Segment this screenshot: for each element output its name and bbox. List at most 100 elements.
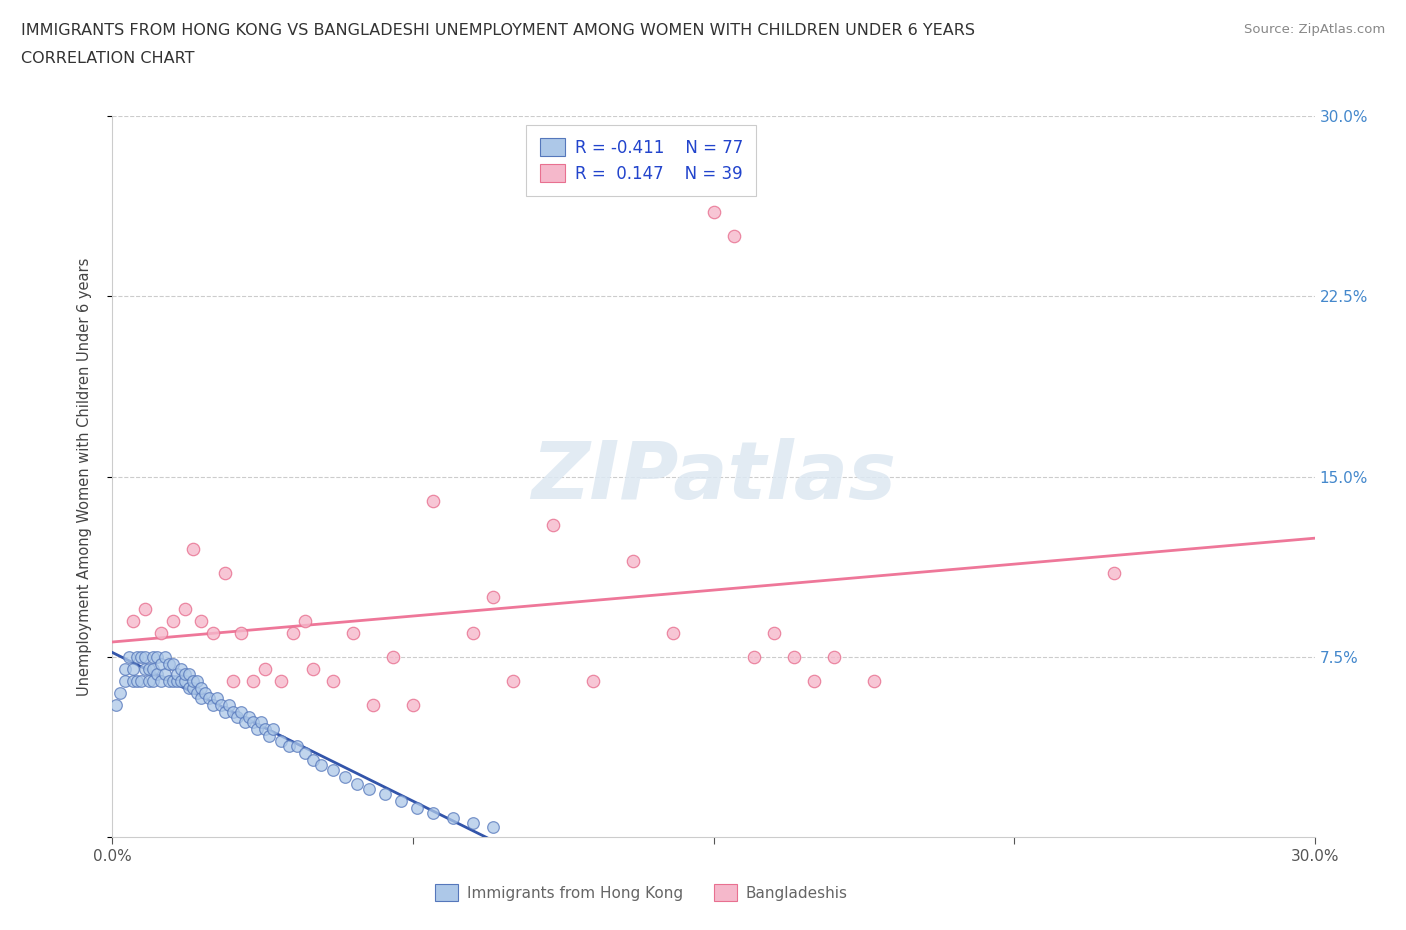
Point bbox=[342, 625, 364, 640]
Point bbox=[863, 673, 886, 688]
Point bbox=[173, 666, 195, 681]
Point bbox=[281, 625, 304, 640]
Point bbox=[134, 661, 156, 676]
Point bbox=[662, 625, 685, 640]
Point bbox=[173, 673, 195, 688]
Point bbox=[277, 738, 299, 753]
Point bbox=[205, 690, 228, 705]
Point bbox=[134, 649, 156, 664]
Point bbox=[222, 673, 245, 688]
Point bbox=[177, 681, 200, 696]
Point bbox=[145, 666, 167, 681]
Point bbox=[406, 801, 429, 816]
Point bbox=[322, 673, 344, 688]
Point bbox=[129, 649, 152, 664]
Text: Source: ZipAtlas.com: Source: ZipAtlas.com bbox=[1244, 23, 1385, 36]
Point bbox=[294, 746, 316, 761]
Point bbox=[242, 673, 264, 688]
Point bbox=[121, 614, 143, 629]
Point bbox=[145, 649, 167, 664]
Point bbox=[114, 673, 136, 688]
Point bbox=[162, 673, 184, 688]
Point bbox=[233, 714, 256, 729]
Point bbox=[121, 661, 143, 676]
Point bbox=[125, 673, 148, 688]
Point bbox=[149, 657, 172, 671]
Point bbox=[129, 673, 152, 688]
Point bbox=[482, 820, 505, 835]
Point bbox=[309, 757, 332, 772]
Text: ZIPatlas: ZIPatlas bbox=[531, 438, 896, 515]
Point bbox=[422, 493, 444, 508]
Point bbox=[153, 666, 176, 681]
Text: IMMIGRANTS FROM HONG KONG VS BANGLADESHI UNEMPLOYMENT AMONG WOMEN WITH CHILDREN : IMMIGRANTS FROM HONG KONG VS BANGLADESHI… bbox=[21, 23, 976, 38]
Point bbox=[803, 673, 825, 688]
Point bbox=[249, 714, 271, 729]
Point bbox=[257, 729, 280, 744]
Point bbox=[186, 685, 208, 700]
Point bbox=[125, 649, 148, 664]
Point bbox=[138, 661, 160, 676]
Point bbox=[762, 625, 785, 640]
Point bbox=[285, 738, 308, 753]
Point bbox=[186, 673, 208, 688]
Point bbox=[246, 722, 269, 737]
Point bbox=[110, 685, 132, 700]
Point bbox=[190, 690, 212, 705]
Point bbox=[114, 661, 136, 676]
Point bbox=[402, 698, 425, 712]
Point bbox=[782, 649, 804, 664]
Point bbox=[389, 793, 412, 808]
Point bbox=[333, 769, 356, 784]
Text: CORRELATION CHART: CORRELATION CHART bbox=[21, 51, 194, 66]
Point bbox=[270, 734, 292, 749]
Point bbox=[117, 649, 139, 664]
Point bbox=[742, 649, 765, 664]
Point bbox=[149, 625, 172, 640]
Point bbox=[166, 666, 188, 681]
Point bbox=[502, 673, 524, 688]
Point bbox=[141, 661, 163, 676]
Point bbox=[173, 602, 195, 617]
Point bbox=[134, 602, 156, 617]
Point bbox=[242, 714, 264, 729]
Point bbox=[482, 590, 505, 604]
Point bbox=[253, 661, 276, 676]
Point bbox=[262, 722, 284, 737]
Point bbox=[302, 661, 325, 676]
Point bbox=[382, 649, 405, 664]
Point bbox=[302, 752, 325, 767]
Point bbox=[162, 614, 184, 629]
Point bbox=[218, 698, 240, 712]
Point bbox=[138, 673, 160, 688]
Point bbox=[214, 705, 236, 720]
Point bbox=[723, 229, 745, 244]
Point bbox=[105, 698, 128, 712]
Point bbox=[543, 517, 565, 532]
Point bbox=[361, 698, 384, 712]
Point bbox=[225, 710, 247, 724]
Point bbox=[201, 625, 224, 640]
Point bbox=[229, 705, 252, 720]
Point bbox=[214, 565, 236, 580]
Point bbox=[270, 673, 292, 688]
Point bbox=[346, 777, 368, 791]
Point bbox=[461, 815, 484, 830]
Point bbox=[322, 763, 344, 777]
Point bbox=[238, 710, 260, 724]
Point bbox=[181, 541, 204, 556]
Point bbox=[702, 205, 725, 219]
Point bbox=[141, 649, 163, 664]
Point bbox=[169, 661, 191, 676]
Point bbox=[374, 787, 396, 802]
Point bbox=[153, 649, 176, 664]
Point bbox=[253, 722, 276, 737]
Point bbox=[162, 657, 184, 671]
Point bbox=[157, 657, 180, 671]
Point bbox=[461, 625, 484, 640]
Point bbox=[222, 705, 245, 720]
Point bbox=[209, 698, 232, 712]
Point bbox=[181, 673, 204, 688]
Point bbox=[194, 685, 217, 700]
Point bbox=[121, 673, 143, 688]
